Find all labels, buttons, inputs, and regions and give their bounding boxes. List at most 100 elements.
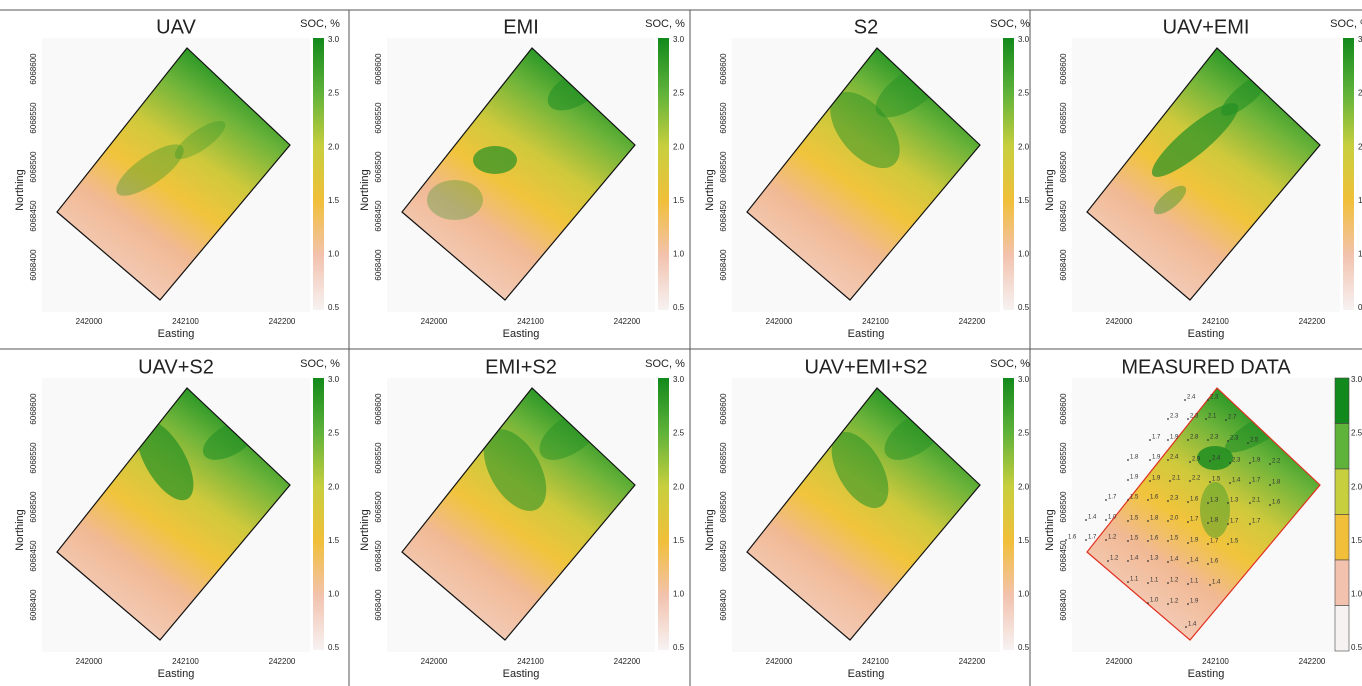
- x-tick-label: 242000: [421, 657, 448, 666]
- y-tick-label: 6068500: [1059, 151, 1068, 183]
- sample-point: [1187, 562, 1189, 564]
- colorbar-tick-label: 3.0: [673, 375, 685, 384]
- y-axis-label: Northing: [1044, 169, 1056, 211]
- sample-value: 1.6: [1150, 536, 1159, 542]
- colorbar-title: SOC, %: [1330, 18, 1362, 30]
- sample-value: 1.7: [1088, 535, 1097, 541]
- y-tick-label: 6068450: [719, 200, 728, 232]
- x-tick-label: 242100: [517, 317, 544, 326]
- colorbar-tick-label: 1.5: [673, 196, 685, 205]
- sample-point: [1147, 602, 1149, 604]
- sample-value: 1.5: [1212, 477, 1221, 483]
- sample-value: 1.8: [1210, 518, 1219, 524]
- colorbar-tick-label: 3.0: [673, 35, 685, 44]
- x-tick-label: 242200: [959, 317, 986, 326]
- y-tick-label: 6068500: [374, 151, 383, 183]
- sample-point: [1187, 418, 1189, 420]
- sample-value: 1.5: [1170, 536, 1179, 542]
- colorbar-tick-label: 0.5: [673, 303, 685, 312]
- sample-value: 1.4: [1212, 580, 1221, 586]
- sample-point: [1167, 459, 1169, 461]
- panel: EMI+S2 Northing 6068400 6068450 6068500 60685…: [359, 356, 685, 680]
- colorbar-tick-label: 0.5: [328, 303, 340, 312]
- sample-point: [1269, 484, 1271, 486]
- sample-point: [1167, 561, 1169, 563]
- sample-value: 1.2: [1170, 578, 1179, 584]
- sample-point: [1167, 603, 1169, 605]
- sample-point: [1167, 582, 1169, 584]
- panel: UAV+EMI+S2 Northing 6068400 6068450 6068500 6…: [704, 356, 1030, 680]
- sample-value: 2.3: [1230, 436, 1239, 442]
- map-zone: [136, 419, 194, 501]
- field-boundary: [401, 387, 636, 641]
- sample-point: [1149, 480, 1151, 482]
- sample-point: [1207, 563, 1209, 565]
- sample-value: 1.2: [1108, 535, 1117, 541]
- y-tick-label: 6068550: [719, 102, 728, 134]
- colorbar-tick-label: 1.0: [328, 250, 340, 259]
- panel-title: EMI: [503, 16, 539, 38]
- sample-point: [1207, 522, 1209, 524]
- sample-value: 1.8: [1150, 516, 1159, 522]
- map-fill: [1087, 48, 1320, 300]
- y-tick-label: 6068550: [1059, 102, 1068, 134]
- y-tick-label: 6068600: [719, 393, 728, 425]
- sample-value: 2.9: [1192, 457, 1201, 463]
- colorbar-tick-label: 0.5: [1358, 303, 1362, 312]
- sample-point: [1127, 540, 1129, 542]
- y-tick-label: 6068500: [719, 491, 728, 523]
- sample-value: 1.2: [1170, 599, 1179, 605]
- map-raster: [57, 48, 290, 300]
- panel: S2 Northing 6068400 6068450 6068500 6068550 60…: [704, 16, 1030, 340]
- sample-value: 1.8: [1130, 455, 1139, 461]
- sample-value: 2.3: [1210, 395, 1219, 401]
- colorbar-title: SOC, %: [990, 358, 1030, 370]
- colorbar-tick-label: 3.0: [1358, 35, 1362, 44]
- sample-value: 2.0: [1170, 516, 1179, 522]
- colorbar-tick-label: 2.0: [1018, 142, 1030, 151]
- colorbar-title: SOC, %: [990, 18, 1030, 30]
- panel-title: EMI+S2: [485, 356, 557, 378]
- sample-point: [1185, 626, 1187, 628]
- colorbar-band: [1334, 377, 1350, 424]
- field-boundary: [746, 47, 981, 301]
- sample-point: [1169, 480, 1171, 482]
- y-tick-label: 6068400: [29, 249, 38, 281]
- colorbar-tick-label: 3.0: [1351, 375, 1362, 384]
- colorbar: [658, 378, 669, 650]
- colorbar-tick-label: 2.5: [1018, 89, 1030, 98]
- x-tick-label: 242100: [172, 657, 199, 666]
- panel-title: MEASURED DATA: [1121, 356, 1291, 378]
- sample-point: [1249, 462, 1251, 464]
- sample-value: 1.7: [1230, 519, 1239, 525]
- x-tick-label: 242200: [269, 657, 296, 666]
- colorbar-tick-label: 1.5: [673, 536, 685, 545]
- sample-value: 1.7: [1190, 517, 1199, 523]
- sample-point: [1107, 560, 1109, 562]
- colorbar-tick-label: 2.0: [1358, 142, 1362, 151]
- colorbar-tick-label: 1.0: [328, 590, 340, 599]
- sample-point: [1187, 583, 1189, 585]
- map-fill: [402, 48, 635, 300]
- sample-point: [1147, 499, 1149, 501]
- sample-point: [1127, 560, 1129, 562]
- colorbar-tick-label: 2.5: [328, 89, 340, 98]
- sample-value: 1.3: [1210, 498, 1219, 504]
- sample-point: [1167, 540, 1169, 542]
- sample-point: [1147, 560, 1149, 562]
- y-tick-label: 6068450: [29, 540, 38, 572]
- sample-point: [1167, 418, 1169, 420]
- y-axis-label: Northing: [704, 169, 716, 211]
- panel-title: UAV+EMI: [1163, 16, 1250, 38]
- colorbar-tick-label: 3.0: [328, 375, 340, 384]
- y-axis-label: Northing: [14, 169, 26, 211]
- sample-value: 1.6: [1190, 497, 1199, 503]
- sample-value: 2.1: [1172, 476, 1181, 482]
- panel-title: UAV+EMI+S2: [804, 356, 927, 378]
- sample-value: 2.7: [1228, 415, 1237, 421]
- sample-value: 2.3: [1190, 414, 1199, 420]
- sample-point: [1127, 499, 1129, 501]
- sample-value: 1.5: [1130, 536, 1139, 542]
- sample-value: 1.0: [1108, 515, 1117, 521]
